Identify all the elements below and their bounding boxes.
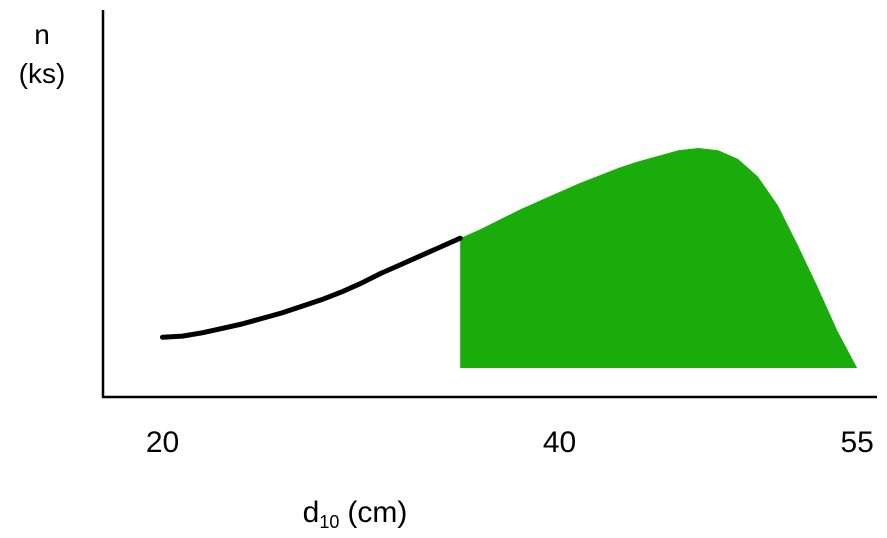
shaded-area (460, 148, 858, 368)
x-tick-label: 55 (841, 426, 874, 459)
y-axis-label-line-1: n (34, 19, 50, 50)
distribution-curve (160, 235, 463, 340)
y-axis-label-line-2: (ks) (19, 58, 66, 89)
x-tick-label: 40 (543, 426, 576, 459)
x-tick-label: 20 (146, 426, 179, 459)
x-axis-label: d10 (cm) (303, 496, 408, 532)
y-axis-label: n (ks) (19, 19, 66, 89)
x-axis-label-unit: (cm) (347, 496, 407, 529)
x-axis-label-main: d (303, 496, 320, 529)
x-axis-label-subscript: 10 (319, 512, 339, 532)
x-tick-labels: 20 40 55 (146, 426, 874, 459)
